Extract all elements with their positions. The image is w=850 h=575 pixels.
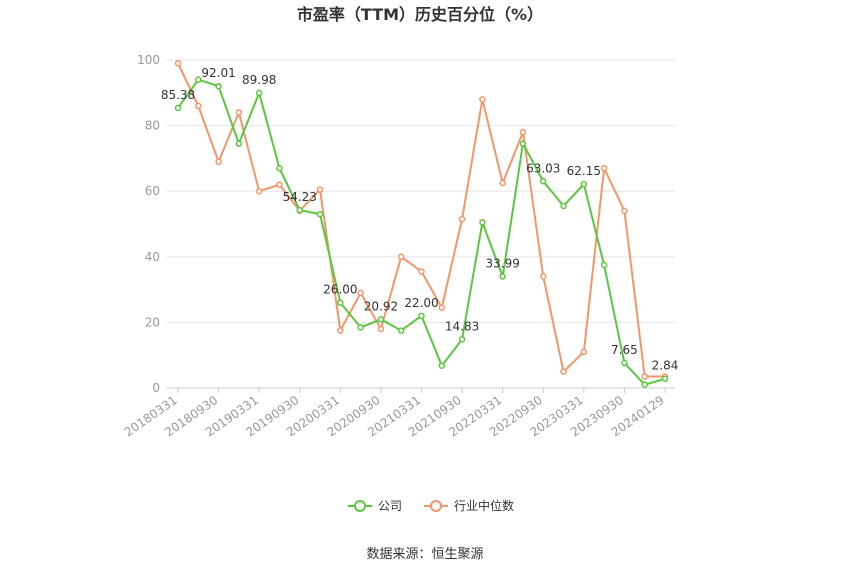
data-point [600,164,608,172]
data-label: 2.84 [652,359,679,373]
legend-item[interactable]: 行业中位数 [424,498,514,513]
chart-title: 市盈率（TTM）历史百分位（%） [297,5,543,24]
data-point [235,109,243,116]
y-axis: 0 20 40 60 80 100 [137,53,160,395]
x-axis: 2018033120180930201903312019093020200331… [122,387,675,439]
y-tick-label: 40 [145,250,160,264]
data-point [296,206,303,214]
data-point [438,304,446,311]
data-label: 22.00 [404,296,438,310]
data-point [174,60,182,67]
legend-item[interactable]: 公司 [348,499,402,513]
legend-label: 行业中位数 [454,498,514,513]
data-point [458,215,466,223]
data-point [479,96,486,103]
data-point [458,336,466,343]
data-point [377,325,385,333]
y-tick-label: 0 [152,381,160,395]
data-point [195,76,202,83]
data-point [255,89,263,97]
data-point [357,324,364,331]
y-tick-label: 60 [145,184,160,198]
data-point [519,128,527,136]
data-point [479,219,486,226]
data-point [560,202,567,210]
data-label: 85.38 [161,88,195,102]
data-point [641,373,648,380]
data-point [377,316,385,323]
data-label: 63.03 [526,161,560,175]
data-label: 14.83 [445,319,479,333]
data-point [621,359,628,367]
data-label: 89.98 [242,73,276,87]
data-point [540,273,547,280]
data-point [337,327,344,334]
data-point [418,268,425,275]
data-point [397,327,405,334]
data-point [195,102,202,110]
data-point [397,253,405,261]
data-point [580,348,588,356]
data-point [215,82,222,90]
data-point [661,375,669,382]
data-point [580,180,588,188]
data-label: 92.01 [201,66,235,80]
data-point [276,164,283,172]
data-point [276,181,283,188]
series-area [174,60,669,388]
legend-label: 公司 [378,499,402,513]
data-label: 54.23 [283,190,317,204]
legend-swatch-marker [354,500,366,512]
y-tick-label: 20 [145,315,160,329]
data-point [316,210,324,218]
y-tick-label: 80 [145,119,160,133]
data-point [499,273,506,280]
data-point [438,362,446,369]
data-label: 20.92 [364,299,398,313]
data-point [641,381,648,388]
data-point [215,158,222,165]
data-point [174,104,182,112]
data-point [357,289,364,297]
data-point [621,207,628,215]
data-point [600,261,608,269]
data-labels: 85.38 92.01 89.98 54.23 26.00 20.92 22.00 14.83… [161,66,679,372]
data-point [255,187,263,195]
data-point [337,299,344,306]
data-label: 26.00 [323,283,357,297]
data-point [235,140,243,147]
legend[interactable]: 公司 行业中位数 [348,498,514,513]
data-point [316,186,324,193]
data-point [519,140,527,147]
data-point [499,179,506,187]
data-point [540,178,547,185]
legend-swatch-marker [430,500,442,512]
grid [166,59,675,323]
data-point [418,312,425,320]
source-note: 数据来源：恒生聚源 [366,547,483,562]
data-point [560,368,567,375]
y-tick-label: 100 [137,53,160,67]
data-label: 7.65 [611,343,638,357]
data-label: 33.99 [485,257,519,271]
data-label: 62.15 [567,164,601,178]
